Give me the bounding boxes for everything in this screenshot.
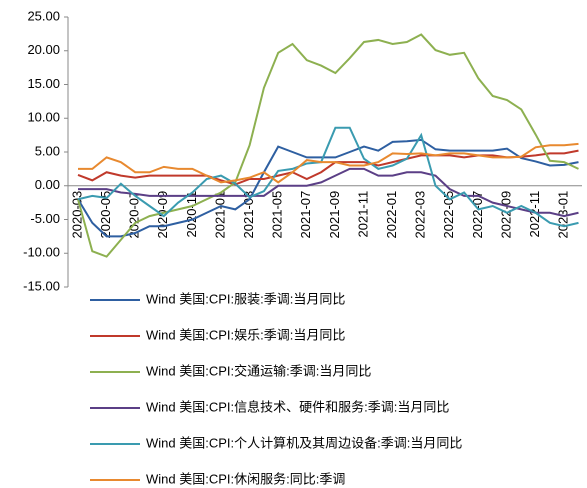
x-tick-label: 2021-03 [241, 191, 256, 239]
x-tick-label: 2020-05 [98, 191, 113, 239]
x-tick-label: 2020-07 [127, 191, 142, 239]
legend-label: Wind 美国:CPI:个人计算机及其周边设备:季调:当月同比 [146, 435, 462, 450]
x-tick-label: 2022-05 [441, 191, 456, 239]
y-tick-label: -5.00 [30, 211, 60, 226]
x-tick-label: 2022-11 [527, 191, 542, 238]
series-line [77, 126, 579, 228]
series-line [78, 142, 579, 184]
series-line [78, 167, 579, 218]
x-tick-label: 2021-05 [270, 191, 285, 239]
x-tick-label: 2021-01 [212, 191, 227, 239]
x-tick-label: 2021-09 [327, 191, 342, 239]
series-line [77, 138, 579, 238]
series-line [77, 149, 579, 186]
x-tick-label: 2021-11 [355, 191, 370, 238]
x-tick-label: 2022-01 [384, 191, 399, 239]
y-tick-label: 25.00 [27, 8, 60, 23]
legend-label: Wind 美国:CPI:服装:季调:当月同比 [146, 291, 345, 306]
y-tick-label: 10.00 [27, 110, 60, 125]
y-tick-label: 0.00 [35, 177, 60, 192]
y-tick-label: 5.00 [35, 143, 60, 158]
x-tick-label: 2022-09 [498, 191, 513, 239]
y-tick-label: 20.00 [27, 42, 60, 57]
legend-label: Wind 美国:CPI:娱乐:季调:当月同比 [146, 327, 345, 342]
x-tick-label: 2020-11 [184, 191, 199, 238]
x-tick-label: 2022-03 [413, 191, 428, 239]
legend-label: Wind 美国:CPI:休闲服务:同比:季调 [146, 471, 345, 486]
legend-label: Wind 美国:CPI:信息技术、硬件和服务:季调:当月同比 [146, 399, 449, 414]
y-tick-label: -10.00 [23, 245, 60, 260]
y-tick-label: 15.00 [27, 76, 60, 91]
legend-label: Wind 美国:CPI:交通运输:季调:当月同比 [146, 363, 371, 378]
x-tick-label: 2021-07 [298, 191, 313, 239]
y-tick-label: -15.00 [23, 278, 60, 293]
